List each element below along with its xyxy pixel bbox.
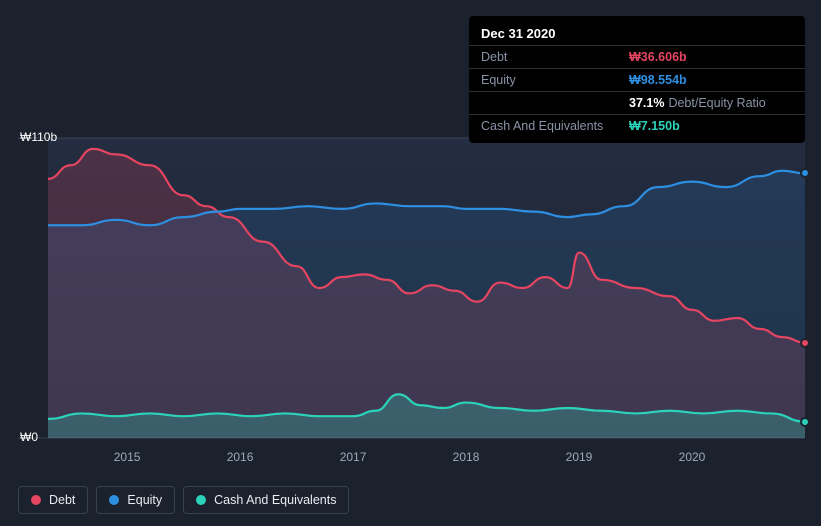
legend-label: Debt [49,493,75,507]
y-axis-label: ₩110b [20,130,57,144]
legend-item[interactable]: Equity [96,486,175,514]
tooltip-suffix: Debt/Equity Ratio [668,95,765,111]
legend-swatch [109,495,119,505]
legend-swatch [196,495,206,505]
x-axis-label: 2020 [679,450,706,464]
tooltip-row: Equity₩98.554b [469,68,805,91]
tooltip-label [481,95,629,111]
tooltip-value: ₩36.606b [629,49,687,65]
tooltip-label: Equity [481,72,629,88]
legend-item[interactable]: Cash And Equivalents [183,486,349,514]
x-axis-label: 2018 [453,450,480,464]
x-axis-label: 2017 [340,450,367,464]
chart-area: ₩110b₩0 201520162017201820192020 [0,120,821,460]
series-end-marker [800,168,810,178]
tooltip-row: 37.1%Debt/Equity Ratio [469,91,805,114]
x-axis-label: 2016 [227,450,254,464]
series-end-marker [800,417,810,427]
legend-swatch [31,495,41,505]
legend-label: Equity [127,493,162,507]
x-axis-label: 2015 [114,450,141,464]
tooltip-label: Debt [481,49,629,65]
tooltip-label: Cash And Equivalents [481,118,629,134]
tooltip-value: ₩98.554b [629,72,687,88]
y-axis-label: ₩0 [20,430,38,444]
tooltip-value: 37.1% [629,95,664,111]
series-end-marker [800,338,810,348]
x-axis-label: 2019 [566,450,593,464]
legend-label: Cash And Equivalents [214,493,336,507]
tooltip-date: Dec 31 2020 [469,26,805,45]
chart-svg [0,120,821,460]
legend-item[interactable]: Debt [18,486,88,514]
tooltip-value: ₩7.150b [629,118,680,134]
tooltip-box: Dec 31 2020 Debt₩36.606bEquity₩98.554b37… [469,16,805,143]
tooltip-row: Debt₩36.606b [469,45,805,68]
tooltip-row: Cash And Equivalents₩7.150b [469,114,805,137]
legend: Debt Equity Cash And Equivalents [18,486,349,514]
